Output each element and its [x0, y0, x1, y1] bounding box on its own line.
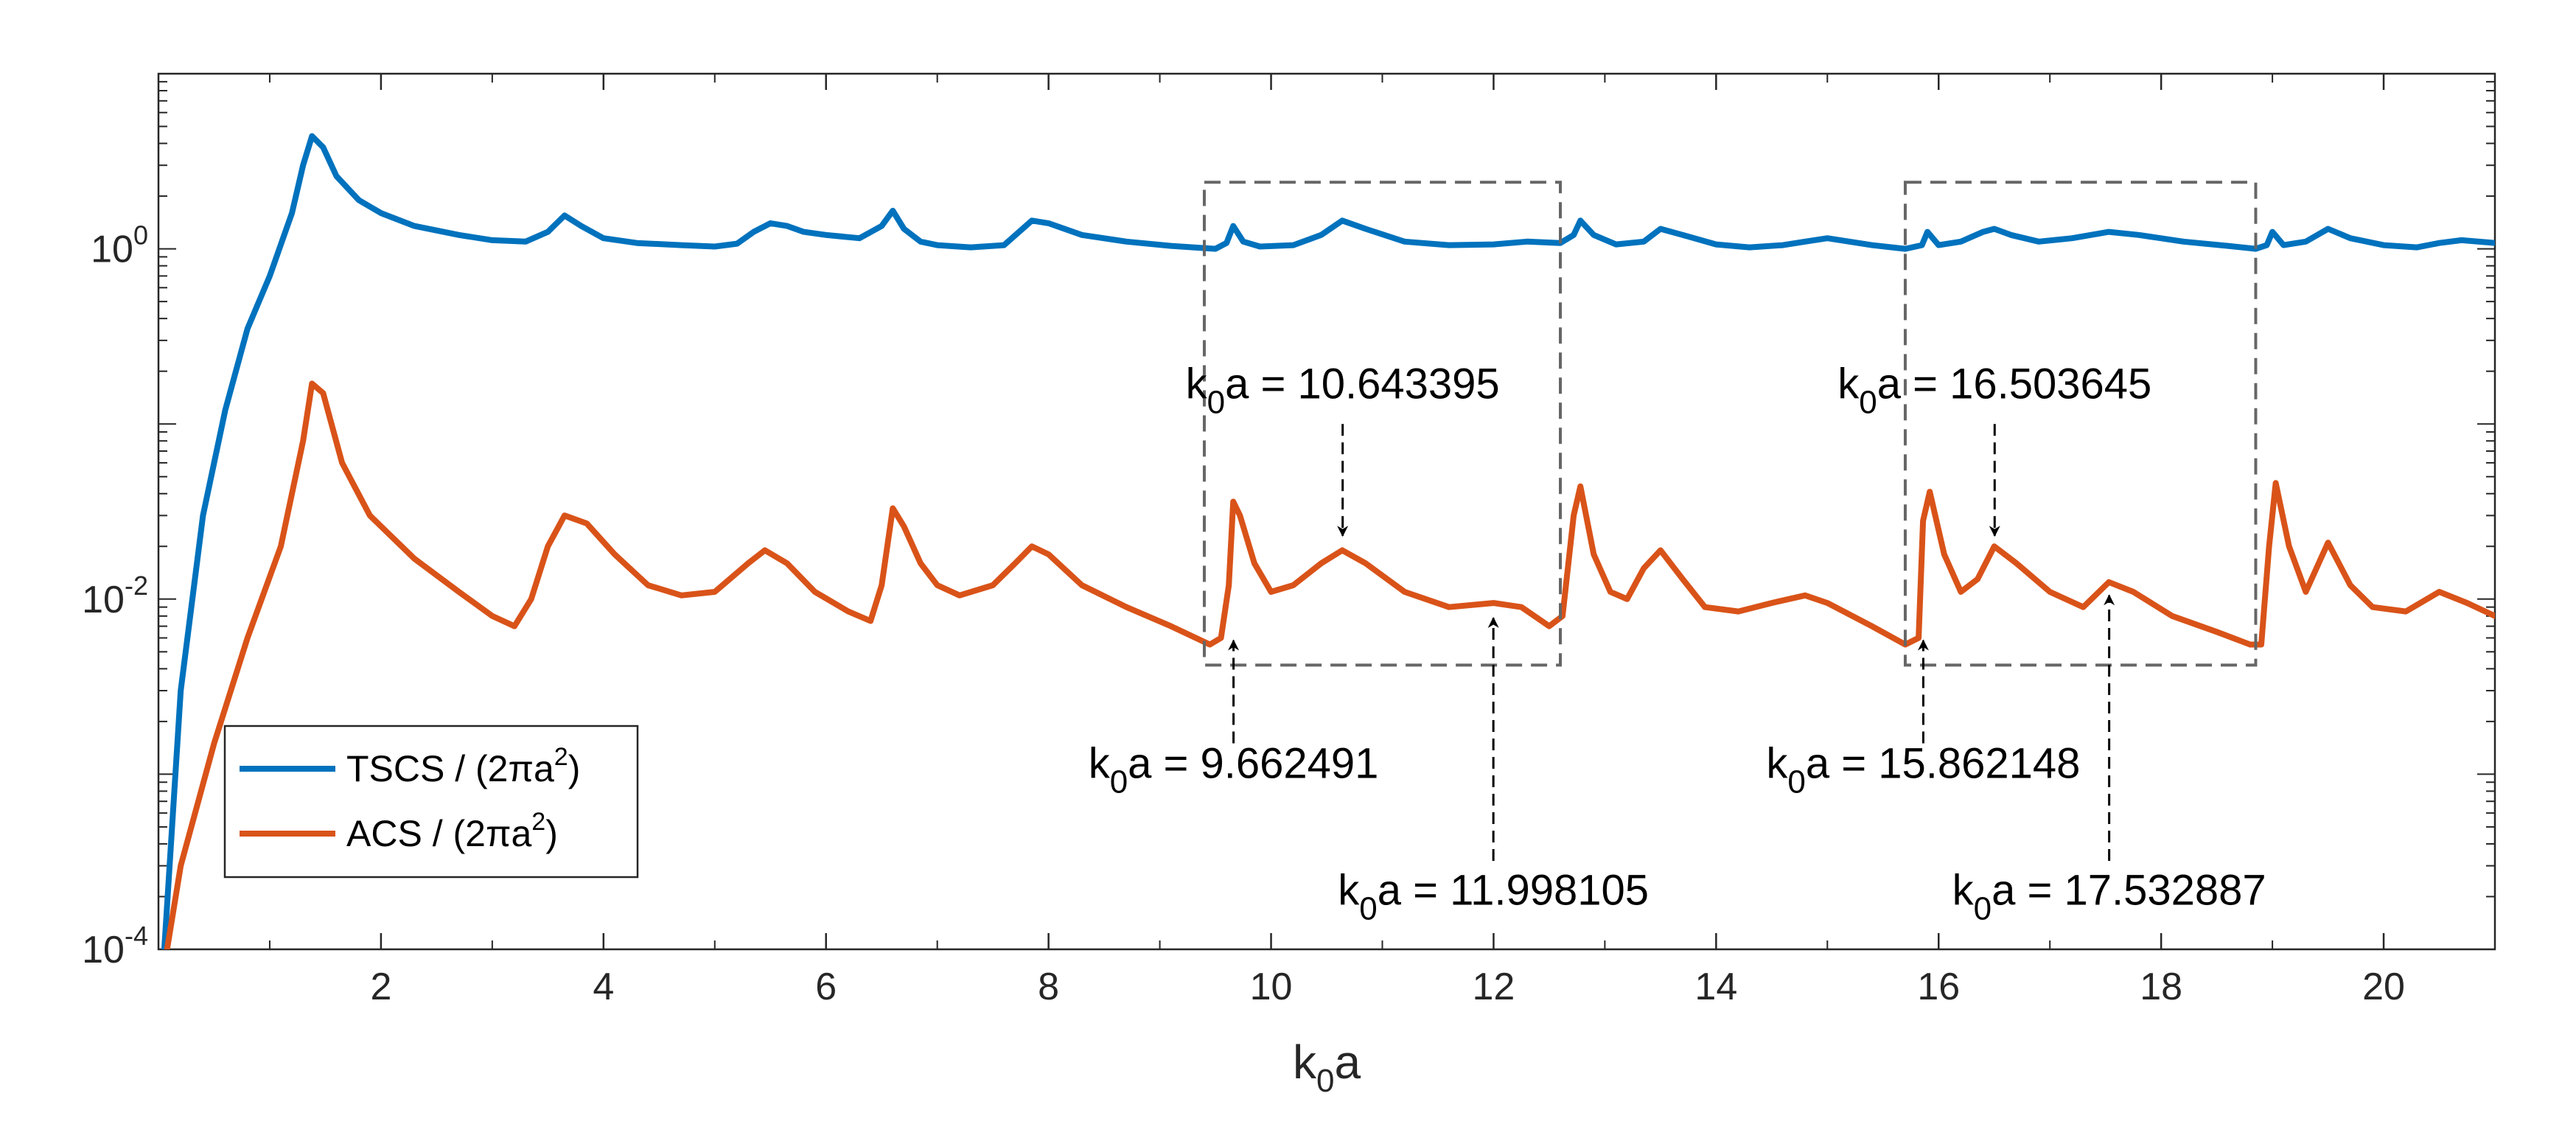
x-tick-label: 18 — [2140, 966, 2182, 1008]
annotation-label-value: a = 11.998105 — [1378, 866, 1649, 914]
legend-text-sup: 2 — [554, 743, 568, 771]
annotation-label: k0a = 10.643395 — [1186, 360, 1500, 420]
x-axis-label-tail: a — [1334, 1036, 1361, 1089]
legend-text-a: a — [511, 813, 531, 854]
legend-text-a: a — [534, 748, 554, 789]
annotation-label-value: a = 15.862148 — [1806, 740, 2081, 788]
x-tick-label: 10 — [1250, 966, 1293, 1008]
y-tick-exponent: 0 — [133, 220, 148, 251]
annotation-label-k: k — [1186, 360, 1208, 408]
annotation-label-k: k — [1952, 866, 1975, 914]
legend-entry-acs: ACS / (2πa2) — [346, 808, 558, 854]
x-tick-label: 12 — [1473, 966, 1515, 1008]
y-tick-base: 10 — [82, 579, 125, 621]
y-tick-exponent: -2 — [125, 570, 148, 601]
y-tick-base: 10 — [91, 228, 133, 271]
dashed-highlight-box — [1903, 181, 2258, 667]
y-tick-exponent: -4 — [125, 921, 148, 951]
legend-text-prefix: TSCS / (2 — [346, 748, 508, 789]
x-tick-label: 6 — [815, 966, 837, 1008]
x-tick-label: 20 — [2362, 966, 2405, 1008]
x-axis-label-sub: 0 — [1316, 1063, 1334, 1099]
annotation-label-value: a = 10.643395 — [1225, 360, 1500, 408]
x-tick-label: 14 — [1694, 966, 1737, 1008]
annotation-label-k: k — [1089, 740, 1111, 788]
annotation-label-sub: 0 — [1359, 890, 1377, 926]
legend-text-suffix: ) — [545, 813, 558, 854]
x-axis-label: k0a — [1293, 1036, 1361, 1099]
annotation-label: k0a = 17.532887 — [1952, 866, 2266, 926]
x-tick-label: 8 — [1038, 966, 1059, 1008]
annotation-label-sub: 0 — [1787, 764, 1805, 800]
annotation-label: k0a = 16.503645 — [1837, 360, 2151, 420]
x-tick-label: 4 — [593, 966, 614, 1008]
annotation-label: k0a = 11.998105 — [1338, 866, 1649, 926]
legend-entry-tscs: TSCS / (2πa2) — [346, 743, 580, 789]
annotation-label-k: k — [1766, 740, 1788, 788]
annotation-label-sub: 0 — [1974, 890, 1992, 926]
legend-text-suffix: ) — [568, 748, 581, 789]
annotation-label-sub: 0 — [1859, 384, 1877, 420]
annotation-label-k: k — [1837, 360, 1860, 408]
annotation-label-sub: 0 — [1207, 384, 1225, 420]
annotation-label: k0a = 15.862148 — [1766, 740, 2080, 800]
legend-box — [223, 725, 639, 879]
x-axis-label-main: k — [1293, 1036, 1317, 1089]
legend-text-sup: 2 — [531, 808, 545, 836]
annotation-label-k: k — [1338, 866, 1360, 914]
x-tick-label: 2 — [370, 966, 391, 1008]
axes-box — [157, 72, 2496, 951]
dashed-highlight-box — [1202, 181, 1562, 667]
series-line-acs — [164, 380, 2495, 949]
annotation-label: k0a = 9.662491 — [1089, 740, 1379, 800]
annotation-label-value: a = 16.503645 — [1877, 360, 2152, 408]
legend-text-prefix: ACS / (2 — [346, 813, 486, 854]
annotation-label-value: a = 17.532887 — [1992, 866, 2266, 914]
legend-text-pi: π — [508, 748, 534, 789]
y-tick-label: 10-2 — [82, 570, 148, 621]
legend-text-pi: π — [486, 813, 512, 854]
x-tick-label: 16 — [1917, 966, 1960, 1008]
y-tick-label: 100 — [91, 220, 148, 271]
y-tick-base: 10 — [82, 929, 125, 971]
annotation-label-value: a = 9.662491 — [1128, 740, 1378, 788]
series-group — [161, 133, 2495, 949]
annotation-label-sub: 0 — [1110, 764, 1128, 800]
y-tick-label: 10-4 — [82, 921, 148, 971]
series-line-tscs — [161, 133, 2495, 949]
